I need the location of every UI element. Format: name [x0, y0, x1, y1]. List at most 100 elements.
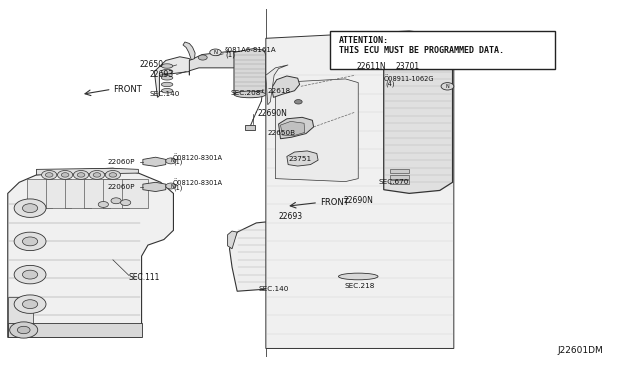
Polygon shape	[390, 174, 409, 179]
Text: (1): (1)	[173, 159, 183, 165]
Circle shape	[14, 265, 46, 284]
Polygon shape	[230, 220, 342, 291]
Polygon shape	[280, 184, 292, 189]
Circle shape	[90, 170, 104, 179]
Ellipse shape	[161, 89, 173, 93]
Circle shape	[210, 49, 221, 56]
Text: 22611N: 22611N	[356, 62, 386, 71]
Polygon shape	[275, 79, 358, 182]
Text: SEC.208: SEC.208	[231, 90, 261, 96]
Text: SEC.140: SEC.140	[258, 286, 289, 292]
Circle shape	[74, 170, 89, 179]
Text: 22618: 22618	[268, 88, 291, 94]
Polygon shape	[271, 76, 300, 97]
Circle shape	[105, 170, 120, 179]
Ellipse shape	[339, 273, 378, 280]
Polygon shape	[8, 297, 33, 337]
Polygon shape	[266, 65, 288, 105]
Text: SEC.670: SEC.670	[379, 179, 409, 185]
Polygon shape	[27, 179, 52, 208]
Text: 22690N: 22690N	[257, 109, 287, 118]
Text: 22693: 22693	[278, 212, 303, 221]
Text: FRONT: FRONT	[113, 85, 141, 94]
Circle shape	[22, 300, 38, 309]
Text: 22060P: 22060P	[108, 184, 135, 190]
Polygon shape	[143, 157, 166, 166]
Text: (1): (1)	[173, 184, 183, 191]
Text: 22650B: 22650B	[268, 130, 296, 136]
Polygon shape	[266, 31, 454, 349]
Polygon shape	[228, 231, 237, 249]
Polygon shape	[390, 180, 409, 184]
Circle shape	[120, 200, 131, 206]
Text: 23701: 23701	[395, 62, 419, 71]
Circle shape	[58, 170, 73, 179]
Text: Ö08120-8301A: Ö08120-8301A	[172, 179, 222, 186]
Polygon shape	[8, 168, 173, 337]
Polygon shape	[390, 169, 409, 173]
Text: Ö08120-8301A: Ö08120-8301A	[172, 154, 222, 161]
Circle shape	[14, 199, 46, 217]
Polygon shape	[384, 49, 452, 193]
Circle shape	[111, 198, 121, 204]
Text: FRONT: FRONT	[320, 198, 349, 207]
Ellipse shape	[161, 76, 173, 80]
Circle shape	[294, 100, 302, 104]
Text: §081A6-8161A: §081A6-8161A	[225, 46, 276, 52]
Circle shape	[14, 232, 46, 251]
Ellipse shape	[161, 82, 173, 87]
Polygon shape	[8, 323, 141, 337]
Polygon shape	[36, 168, 138, 175]
Circle shape	[17, 326, 30, 334]
Polygon shape	[245, 125, 255, 130]
Polygon shape	[143, 182, 166, 192]
Polygon shape	[122, 179, 148, 208]
Polygon shape	[154, 57, 193, 97]
Text: 23751: 23751	[288, 156, 311, 163]
Text: N: N	[170, 183, 174, 189]
Polygon shape	[278, 117, 314, 139]
Text: SEC.140: SEC.140	[150, 92, 180, 97]
Circle shape	[45, 173, 53, 177]
Polygon shape	[46, 179, 72, 208]
Polygon shape	[339, 222, 378, 278]
Text: 22690N: 22690N	[344, 196, 374, 205]
Text: SEC.111: SEC.111	[129, 273, 160, 282]
Text: N: N	[213, 50, 218, 55]
Polygon shape	[84, 179, 109, 208]
Polygon shape	[287, 151, 318, 166]
FancyBboxPatch shape	[330, 31, 555, 69]
Text: J22601DM: J22601DM	[557, 346, 603, 355]
Text: 22650: 22650	[140, 60, 164, 69]
Polygon shape	[280, 121, 305, 136]
Polygon shape	[183, 42, 195, 60]
Circle shape	[441, 83, 454, 90]
Text: N: N	[445, 84, 449, 89]
Text: Ö08911-1062G: Ö08911-1062G	[384, 75, 434, 81]
Circle shape	[10, 322, 38, 338]
Circle shape	[166, 183, 176, 189]
Polygon shape	[234, 49, 266, 97]
Text: 22060P: 22060P	[108, 159, 135, 165]
Circle shape	[77, 173, 85, 177]
Circle shape	[109, 173, 116, 177]
Ellipse shape	[161, 64, 173, 68]
Polygon shape	[189, 51, 264, 75]
Polygon shape	[103, 179, 129, 208]
Circle shape	[99, 202, 108, 208]
Ellipse shape	[161, 69, 173, 74]
Text: N: N	[170, 158, 174, 163]
Circle shape	[198, 55, 207, 60]
Circle shape	[22, 270, 38, 279]
Text: (1): (1)	[226, 52, 236, 58]
Ellipse shape	[234, 91, 266, 98]
Text: SEC.218: SEC.218	[344, 283, 374, 289]
Circle shape	[42, 170, 57, 179]
Text: 22693: 22693	[149, 70, 173, 79]
Circle shape	[93, 173, 100, 177]
Polygon shape	[65, 179, 91, 208]
Circle shape	[22, 204, 38, 212]
Circle shape	[61, 173, 69, 177]
Circle shape	[166, 158, 176, 164]
Text: ATTENTION:
THIS ECU MUST BE PROGRAMMED DATA.: ATTENTION: THIS ECU MUST BE PROGRAMMED D…	[339, 36, 504, 55]
